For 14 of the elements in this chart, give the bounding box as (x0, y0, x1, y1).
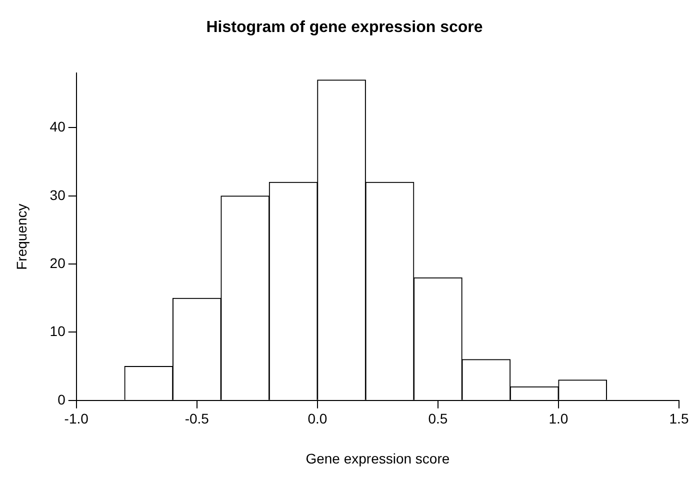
x-tick-label: 0.0 (308, 410, 328, 427)
y-tick-label: 0 (58, 391, 66, 408)
y-tick-label: 40 (50, 118, 66, 135)
x-tick-label: 1.0 (548, 410, 568, 427)
y-tick-label: 10 (50, 323, 66, 340)
x-tick-label: -0.5 (184, 410, 210, 427)
x-tick-label: 0.5 (428, 410, 448, 427)
y-axis-title: Frequency (13, 204, 30, 270)
x-axis-title: Gene expression score (306, 450, 450, 466)
chart-title: Histogram of gene expression score (206, 19, 483, 36)
x-tick-label: 1.5 (669, 410, 689, 427)
y-tick-label: 30 (50, 186, 66, 203)
y-tick-label: 20 (50, 254, 66, 271)
x-tick-label: -1.0 (64, 410, 89, 427)
